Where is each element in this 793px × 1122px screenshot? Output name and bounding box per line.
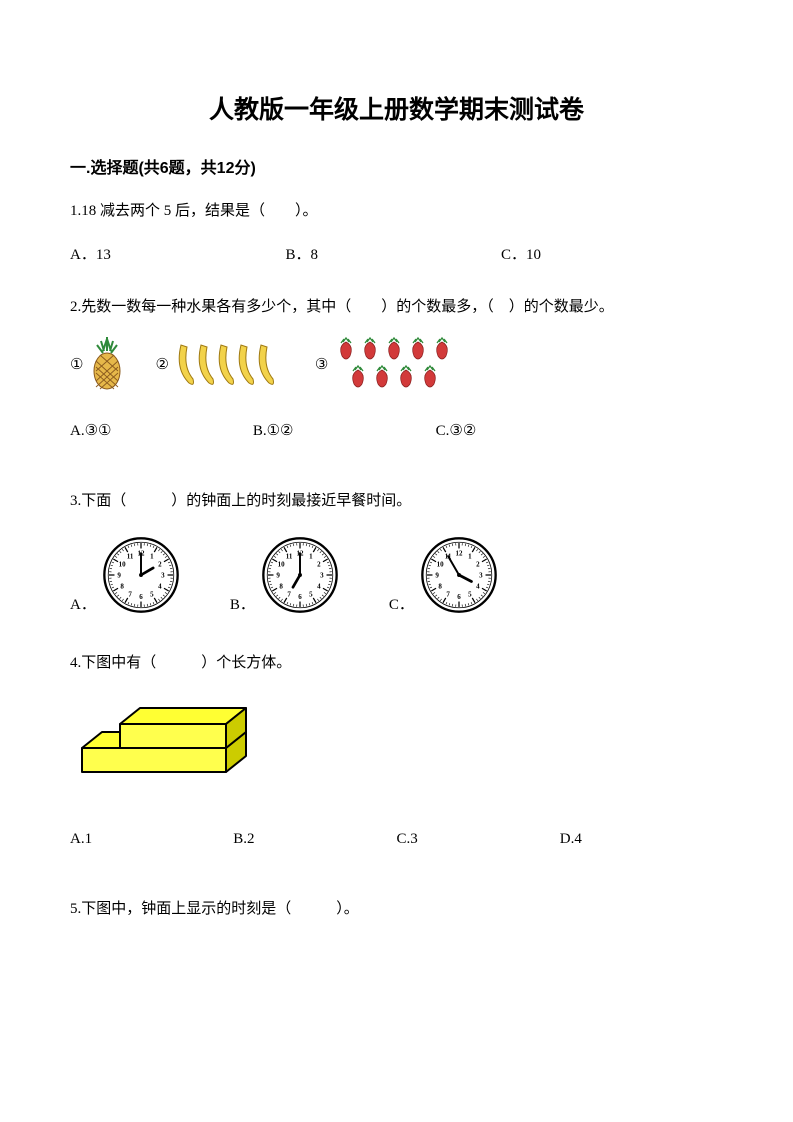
svg-text:3: 3 xyxy=(320,571,324,579)
q5-text: 5.下图中，钟面上显示的时刻是（ ）。 xyxy=(70,894,723,924)
svg-text:5: 5 xyxy=(468,590,472,598)
svg-text:1: 1 xyxy=(309,552,313,560)
svg-text:11: 11 xyxy=(286,552,293,560)
q3-text: 3.下面（ ）的钟面上的时刻最接近早餐时间。 xyxy=(70,486,723,516)
q2-opt-b: B.①② xyxy=(253,416,436,446)
svg-text:2: 2 xyxy=(476,560,480,568)
page-title: 人教版一年级上册数学期末测试卷 xyxy=(70,90,723,126)
svg-text:12: 12 xyxy=(455,550,463,558)
svg-text:2: 2 xyxy=(317,560,321,568)
svg-text:10: 10 xyxy=(436,560,444,568)
q4-opt-d: D.4 xyxy=(560,824,723,854)
q4-text: 4.下图中有（ ）个长方体。 xyxy=(70,648,723,678)
q4-opt-b: B.2 xyxy=(233,824,396,854)
bananas-icon xyxy=(175,339,285,389)
q3-opt-a-label: A． xyxy=(70,593,96,614)
q1-opt-b: B．8 xyxy=(285,240,500,270)
section-heading: 一.选择题(共6题，共12分) xyxy=(70,154,723,178)
svg-text:8: 8 xyxy=(120,582,124,590)
q2-label-2: ② xyxy=(155,355,168,374)
clock-icon-a: 123456789101112 xyxy=(102,536,180,614)
pineapple-icon xyxy=(89,337,125,391)
svg-text:7: 7 xyxy=(446,590,450,598)
svg-text:5: 5 xyxy=(309,590,313,598)
svg-text:9: 9 xyxy=(435,571,439,579)
cuboid-icon xyxy=(76,692,276,788)
q4-opt-a: A.1 xyxy=(70,824,233,854)
q2-text: 2.先数一数每一种水果各有多少个，其中（ ）的个数最多，（ ）的个数最少。 xyxy=(70,292,723,322)
page: 人教版一年级上册数学期末测试卷 一.选择题(共6题，共12分) 1.18 减去两… xyxy=(0,0,793,978)
svg-text:8: 8 xyxy=(279,582,283,590)
svg-text:8: 8 xyxy=(438,582,442,590)
svg-text:5: 5 xyxy=(150,590,154,598)
q2-fruit-2: ② xyxy=(155,339,284,389)
svg-text:3: 3 xyxy=(479,571,483,579)
q3-clock-a: A． 123456789101112 xyxy=(70,536,180,614)
svg-text:1: 1 xyxy=(468,552,472,560)
q1-opt-a: A．13 xyxy=(70,240,285,270)
svg-text:7: 7 xyxy=(128,590,132,598)
svg-text:4: 4 xyxy=(476,582,480,590)
q2-label-1: ① xyxy=(70,355,83,374)
q3-clock-b: B． 123456789101112 xyxy=(230,536,339,614)
svg-text:3: 3 xyxy=(161,571,165,579)
strawberries-icon xyxy=(334,336,464,392)
q1-text: 1.18 减去两个 5 后，结果是（ ）。 xyxy=(70,196,723,226)
q4-figure xyxy=(76,692,723,788)
svg-text:11: 11 xyxy=(127,552,134,560)
q3-clock-c: C． 123456789101112 xyxy=(389,536,498,614)
q2-options: A.③① B.①② C.③② xyxy=(70,416,723,446)
svg-text:9: 9 xyxy=(276,571,280,579)
svg-text:4: 4 xyxy=(158,582,162,590)
q3-clock-row: A． 123456789101112 B． 123456789101112 C．… xyxy=(70,536,723,614)
svg-text:10: 10 xyxy=(277,560,285,568)
q2-label-3: ③ xyxy=(315,355,328,374)
q2-fruit-row: ① ② ③ xyxy=(70,336,723,392)
clock-icon-b: 123456789101112 xyxy=(261,536,339,614)
q4-opt-c: C.3 xyxy=(397,824,560,854)
q2-opt-a: A.③① xyxy=(70,416,253,446)
svg-text:2: 2 xyxy=(158,560,162,568)
q2-opt-c: C.③② xyxy=(436,416,619,446)
q2-fruit-3: ③ xyxy=(315,336,464,392)
q1-options: A．13 B．8 C．10 xyxy=(70,240,723,270)
svg-text:6: 6 xyxy=(298,593,302,601)
svg-text:9: 9 xyxy=(117,571,121,579)
svg-text:7: 7 xyxy=(287,590,291,598)
q2-fruit-1: ① xyxy=(70,337,125,391)
q4-options: A.1 B.2 C.3 D.4 xyxy=(70,824,723,854)
q1-opt-c: C．10 xyxy=(501,240,716,270)
svg-text:4: 4 xyxy=(317,582,321,590)
svg-text:1: 1 xyxy=(150,552,154,560)
svg-text:6: 6 xyxy=(139,593,143,601)
svg-text:6: 6 xyxy=(457,593,461,601)
q3-opt-c-label: C． xyxy=(389,593,414,614)
svg-text:10: 10 xyxy=(118,560,126,568)
clock-icon-c: 123456789101112 xyxy=(420,536,498,614)
q3-opt-b-label: B． xyxy=(230,593,255,614)
